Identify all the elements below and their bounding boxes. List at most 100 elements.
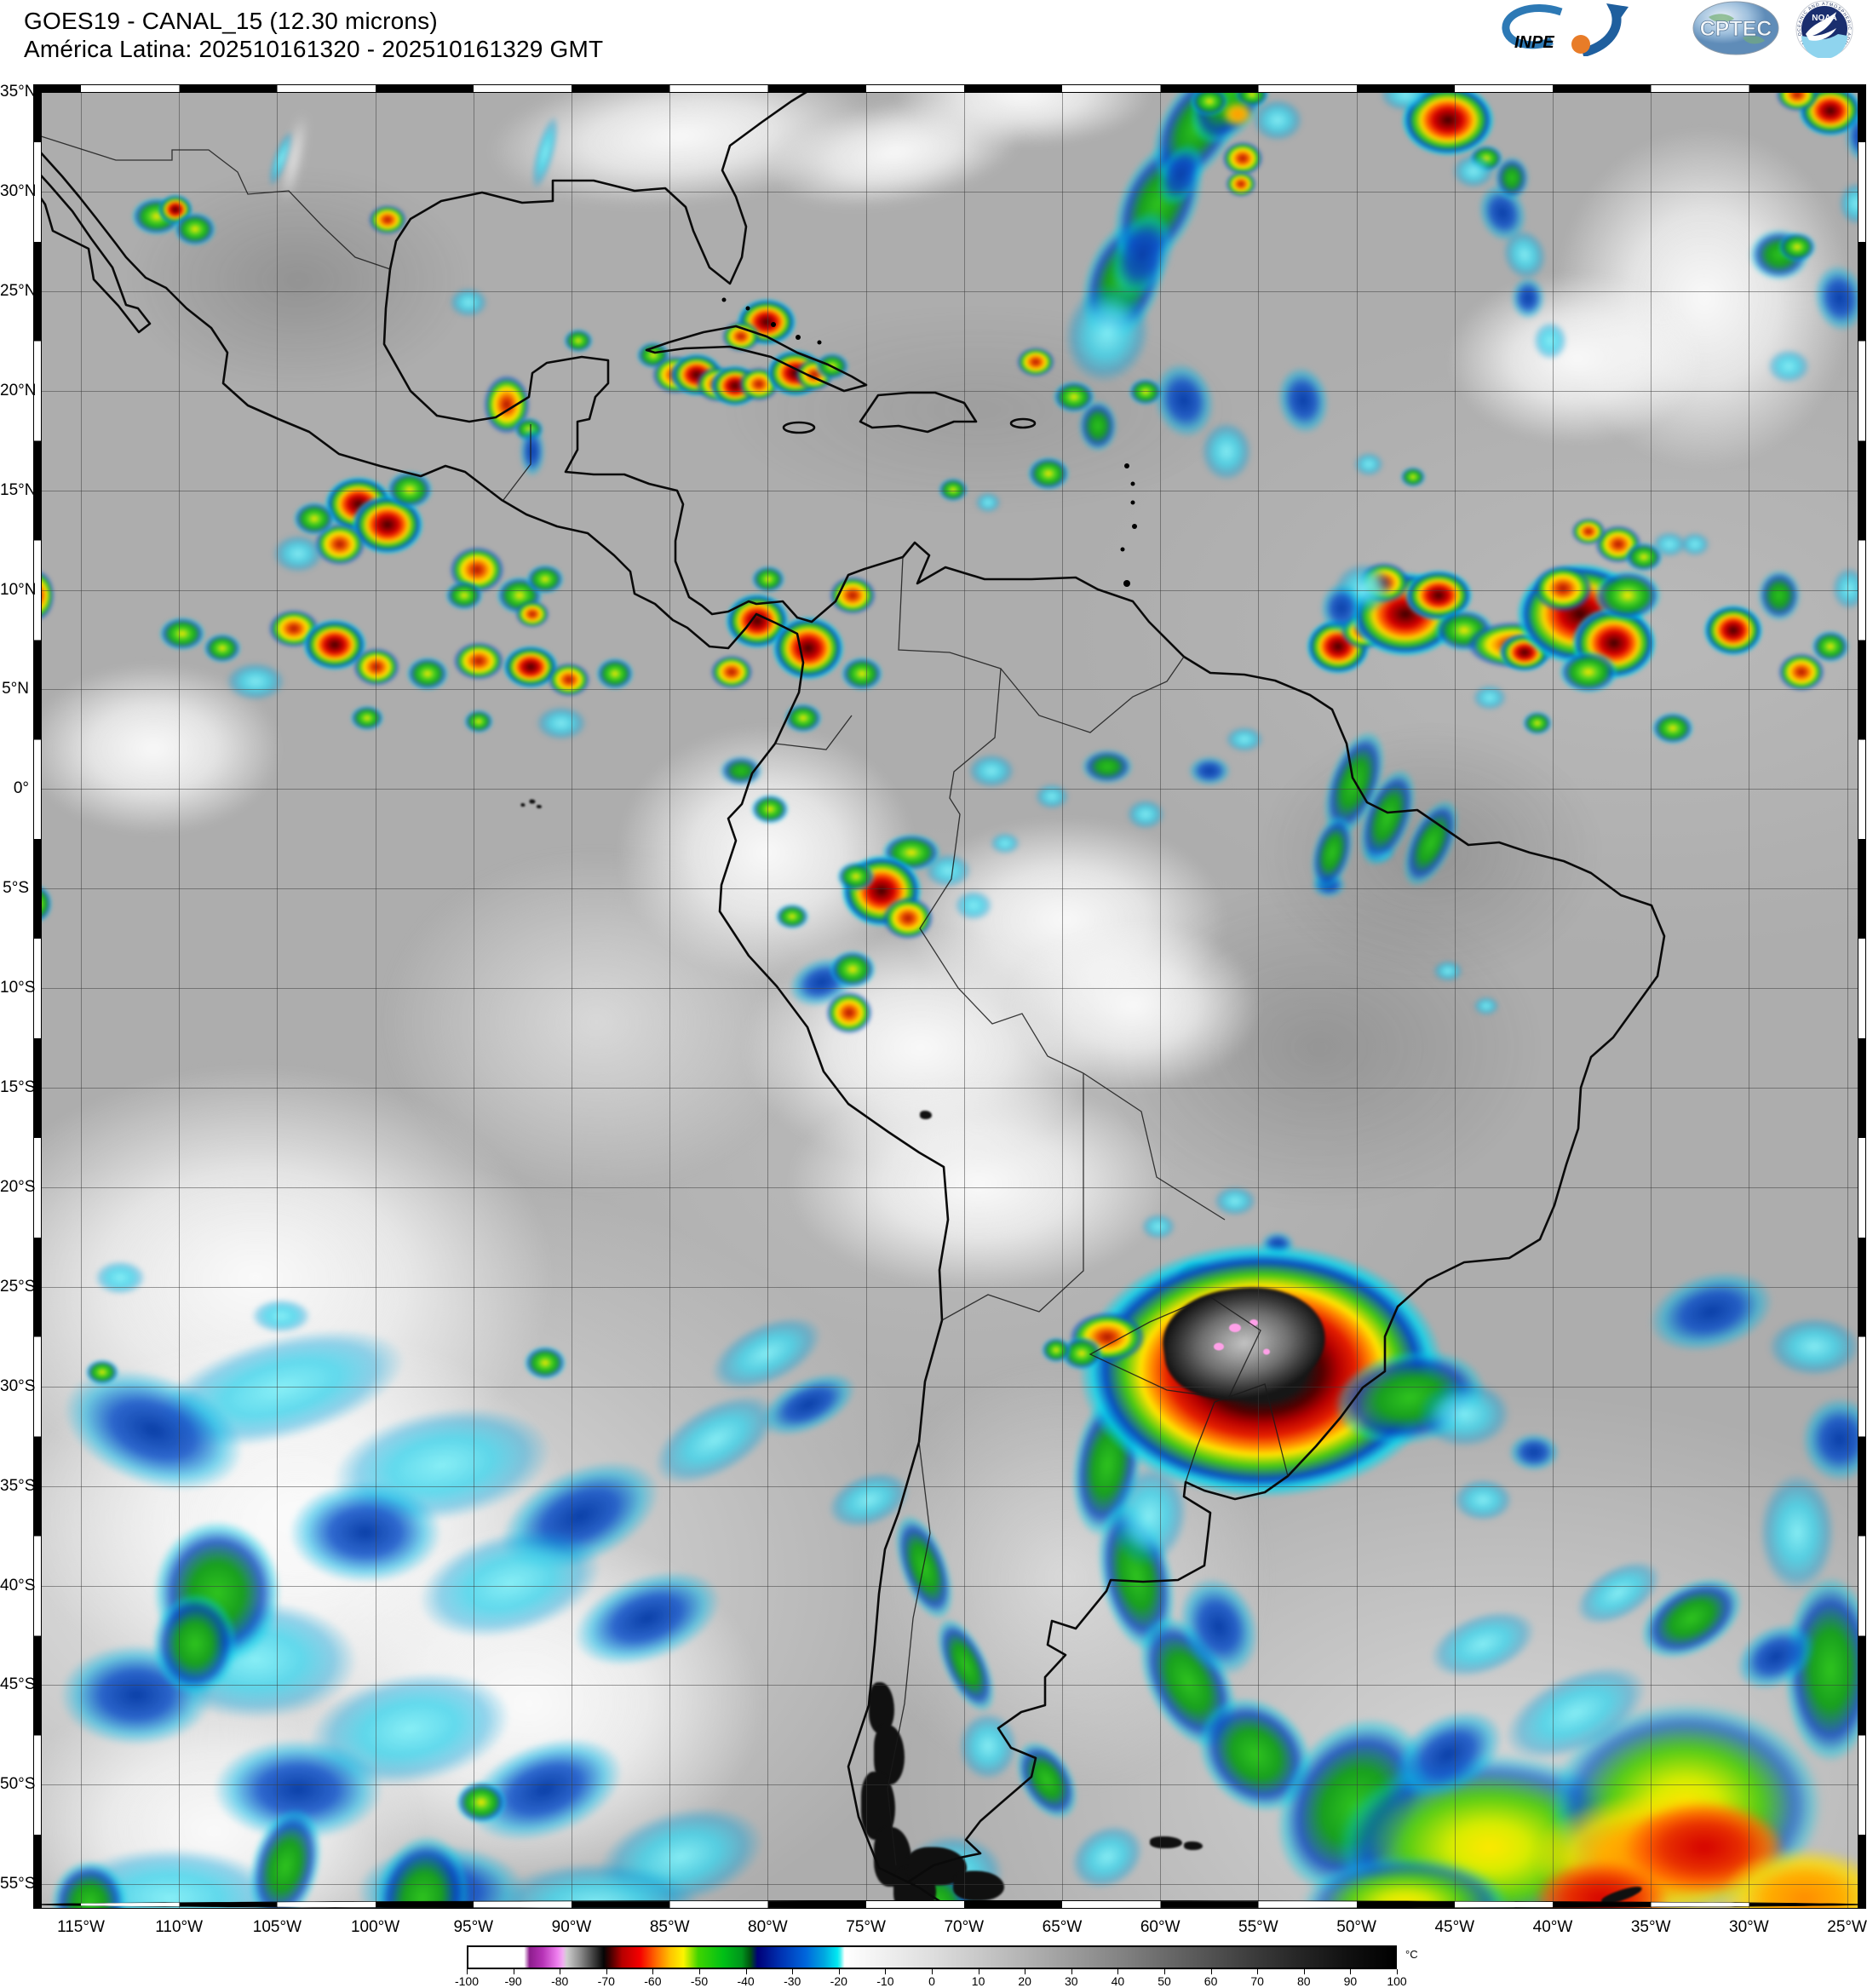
cloud-blob-c2: [829, 576, 876, 615]
country-borders: [34, 85, 1666, 1908]
gridline-meridian: [767, 85, 769, 1908]
cloud-blob-cy: [536, 706, 588, 740]
gridline-meridian: [1847, 85, 1848, 1908]
cloud-blob-c1: [386, 470, 434, 509]
gridline-parallel: [34, 290, 1865, 292]
colorbar-tick-label: -90: [504, 1974, 522, 1988]
us-mexico-border: [37, 135, 391, 270]
longitude-label: 45°W: [1434, 1918, 1475, 1936]
gridline-parallel: [34, 390, 1865, 392]
cloud-blob-c1: [1593, 570, 1662, 622]
gridline-parallel: [34, 1386, 1865, 1388]
cloud-blob-c1: [526, 564, 565, 595]
noaa-label: NOAA: [1812, 14, 1836, 23]
cloud-blob-c1: [938, 478, 968, 503]
gridline-meridian: [179, 85, 181, 1908]
cloud-blob-cy: [1035, 783, 1070, 809]
border-uruguay-brazil: [1214, 1383, 1289, 1477]
gridline-meridian: [1651, 85, 1652, 1908]
latitude-label: 35°N: [0, 83, 37, 101]
gridline-meridian: [1553, 85, 1554, 1908]
border-brazil-bolivia: [1083, 1072, 1226, 1221]
cloud-blob-c1: [463, 709, 494, 733]
cloud-blob-cy: [968, 753, 1015, 788]
cloud-blob-c1: [84, 1359, 119, 1385]
longitude-label: 35°W: [1630, 1918, 1671, 1936]
colorbar-tick: [1303, 1969, 1305, 1974]
colorbar-tick-label: 70: [1250, 1974, 1264, 1988]
cloud-blob-c2: [1222, 141, 1263, 175]
cloud-blob-c1: [595, 658, 635, 691]
cloud-blob-cy: [1417, 1380, 1512, 1449]
cloud-blob-c1: [292, 502, 336, 537]
noaa-logo-icon: NATIONAL OCEANIC AND ATMOSPHERIC ADMINIS…: [1787, 0, 1853, 58]
cloud-blob-cy: [1533, 321, 1568, 360]
gridline-parallel: [34, 988, 1865, 990]
cloud-blob-gb: [1757, 570, 1801, 622]
longitude-label: 75°W: [846, 1918, 886, 1936]
cloud-blob-c1: [1399, 467, 1426, 488]
cloud-blob-cy: [924, 853, 972, 888]
latitude-label: 20°N: [0, 381, 37, 399]
cloud-blob-c1: [445, 580, 484, 611]
cloud-blob-c1: [1041, 1337, 1071, 1364]
latitude-label: 15°S: [0, 1078, 36, 1096]
cloud-blob-pk: [1229, 1324, 1242, 1333]
gridline-meridian: [1062, 85, 1063, 1908]
logo-bar: INPE CPTEC NATIONAL OCEANIC AND ATMOSPHE…: [1473, 0, 1862, 60]
cloud-blob-c1: [1811, 630, 1850, 664]
colorbar-tick-label: -80: [551, 1974, 569, 1988]
cloud-blob-c2: [1016, 347, 1055, 377]
cloud-blob-ice: [1183, 1841, 1203, 1851]
colorbar-tick-label: 60: [1203, 1974, 1218, 1988]
cloud-blob-c2: [353, 647, 400, 687]
temperature-colorbar: [467, 1945, 1397, 1969]
cloud-blob-cy: [975, 492, 1002, 514]
cloud-blob-cy: [954, 890, 993, 921]
cloud-blob-c2: [453, 641, 505, 681]
page-title: GOES19 - CANAL_15 (12.30 microns): [24, 8, 438, 34]
border-venezuela-colombia-brazil: [898, 556, 1084, 1074]
longitude-label: 65°W: [1042, 1918, 1083, 1936]
cloud-blob-c1: [455, 1780, 507, 1824]
cloud-blob-bl: [1511, 277, 1546, 320]
colorbar-tick-label: -70: [597, 1974, 615, 1988]
colorbar-tick-label: 100: [1387, 1974, 1407, 1988]
baja-california: [34, 166, 152, 334]
cloud-blob-c1: [784, 703, 823, 733]
cloud-blob-c3: [1703, 604, 1764, 656]
cloud-blob-cy: [1451, 153, 1495, 188]
cloud-blob-cy: [1126, 799, 1165, 830]
cloud-layer: [34, 85, 1865, 1908]
small-islands: [721, 297, 1137, 587]
latitude-label: 5°S: [3, 879, 29, 898]
colorbar-tick: [1117, 1969, 1119, 1974]
colorbar-tick: [932, 1969, 933, 1974]
cloud-blob-cy: [449, 287, 488, 318]
cloud-blob-dk0: [723, 307, 1235, 512]
cloud-blob-cy: [1473, 996, 1499, 1015]
colorbar-tick-label: 40: [1111, 1974, 1125, 1988]
cloud-blob-cy: [1652, 531, 1686, 558]
border-guatemala-mexico: [503, 424, 531, 501]
gridline-meridian: [277, 85, 279, 1908]
cloud-blob-c2: [368, 204, 407, 235]
cloud-blob-or: [1222, 102, 1253, 127]
latitude-label: 15°N: [0, 480, 37, 499]
border-paraguay: [1089, 1296, 1261, 1399]
cloud-blob-wh: [1005, 920, 1261, 1091]
cloud-blob-gb: [1081, 750, 1133, 784]
cloud-blob-cy: [251, 1298, 312, 1333]
cloud-blob-gb: [1078, 400, 1117, 452]
cloud-blob-cy: [1433, 960, 1463, 982]
longitude-label: 40°W: [1532, 1918, 1573, 1936]
cloud-blob-c2: [882, 896, 934, 939]
latitude-label: 20°S: [0, 1177, 36, 1196]
longitude-label: 115°W: [57, 1918, 105, 1936]
cloud-blob-gb: [152, 1592, 238, 1695]
gridline-meridian: [669, 85, 671, 1908]
gridline-parallel: [34, 789, 1865, 790]
cloud-blob-cy: [272, 534, 324, 573]
hispaniola: [859, 391, 978, 434]
jamaica: [782, 421, 816, 434]
